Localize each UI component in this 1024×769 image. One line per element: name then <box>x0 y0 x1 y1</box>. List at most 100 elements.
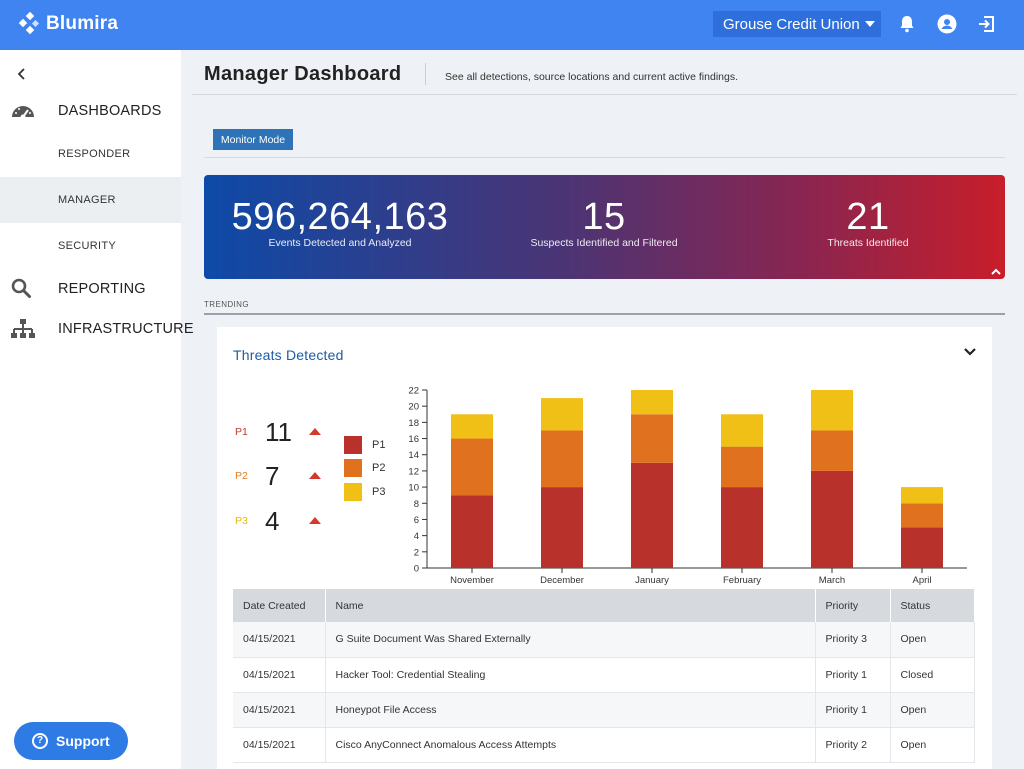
stat-value: 15 <box>582 196 626 238</box>
sidebar-item-label: MANAGER <box>58 194 116 206</box>
y-tick-label: 4 <box>414 531 419 542</box>
bar-p1 <box>631 462 673 568</box>
y-tick-label: 16 <box>408 434 419 445</box>
sidebar-section-dashboards[interactable]: DASHBOARDS <box>0 94 181 128</box>
cell-date: 04/15/2021 <box>233 727 326 763</box>
support-label: Support <box>56 733 110 749</box>
table-row[interactable]: 04/15/2021 G Suite Document Was Shared E… <box>233 622 975 658</box>
bar-p2 <box>631 414 673 463</box>
bell-icon[interactable] <box>897 14 917 34</box>
table-row[interactable]: 04/15/2021 Honeypot File Access Priority… <box>233 692 975 728</box>
table-row[interactable]: 04/15/2021 Hacker Tool: Credential Steal… <box>233 657 975 693</box>
sidebar-section-reporting[interactable]: REPORTING <box>0 272 181 306</box>
legend-item-p3: P3 <box>344 483 404 501</box>
cell-priority: Priority 1 <box>815 692 891 728</box>
brand-logo[interactable]: Blumira <box>18 11 118 37</box>
sidebar-item-security[interactable]: SECURITY <box>0 223 181 269</box>
bar-p1 <box>721 487 763 568</box>
table-header-row: Date Created Name Priority Status <box>233 589 975 622</box>
bar-p3 <box>631 390 673 415</box>
priority-label: P3 <box>235 515 248 527</box>
sidebar-item-label: SECURITY <box>58 240 117 252</box>
stat-suspects: 15 Suspects Identified and Filtered <box>504 195 704 249</box>
blumira-logo-icon <box>18 12 40 35</box>
brand-name: Blumira <box>46 13 119 34</box>
sidebar-item-manager[interactable]: MANAGER <box>0 177 181 223</box>
legend-item-p2: P2 <box>344 459 404 477</box>
x-tick-label: February <box>723 575 761 586</box>
x-tick-label: November <box>450 575 494 586</box>
priority-count: 11 <box>265 417 292 447</box>
bar-p3 <box>451 414 493 439</box>
stat-label: Events Detected and Analyzed <box>268 237 412 249</box>
stat-label: Threats Identified <box>827 237 909 249</box>
bar-p2 <box>541 430 583 488</box>
cell-date: 04/15/2021 <box>233 692 326 728</box>
trend-up-icon <box>309 517 321 524</box>
card-title: Threats Detected <box>233 347 344 363</box>
legend-swatch <box>344 483 362 501</box>
cell-priority: Priority 3 <box>815 622 891 658</box>
y-tick-label: 12 <box>408 466 419 477</box>
column-header-name[interactable]: Name <box>325 589 816 622</box>
cell-status: Closed <box>890 657 975 693</box>
x-tick-label: April <box>912 575 931 586</box>
x-tick-label: January <box>635 575 669 586</box>
cell-priority: Priority 1 <box>815 657 891 693</box>
bar-p2 <box>451 438 493 496</box>
gauge-icon <box>12 106 34 120</box>
bar-p3 <box>541 398 583 431</box>
y-tick-label: 20 <box>408 402 419 413</box>
y-tick-label: 6 <box>414 515 419 526</box>
column-header-status[interactable]: Status <box>890 589 975 622</box>
monitor-mode-button[interactable]: Monitor Mode <box>213 129 293 150</box>
cell-status: Open <box>890 727 975 763</box>
chevron-down-icon[interactable] <box>963 347 977 357</box>
org-selector[interactable]: Grouse Credit Union <box>713 11 881 37</box>
trend-up-icon <box>309 472 321 479</box>
help-icon: ? <box>32 733 48 749</box>
y-tick-label: 14 <box>408 450 419 461</box>
sidebar-section-infrastructure[interactable]: INFRASTRUCTURE <box>0 312 194 346</box>
logout-icon[interactable] <box>977 14 997 34</box>
y-tick-label: 2 <box>414 547 419 558</box>
y-tick-label: 18 <box>408 418 419 429</box>
bar-p3 <box>721 414 763 447</box>
priority-count: 4 <box>265 506 280 536</box>
page-subtitle: See all detections, source locations and… <box>445 71 739 83</box>
bar-p2 <box>721 446 763 488</box>
trend-up-icon <box>309 428 321 435</box>
threats-table: Date Created Name Priority Status 04/15/… <box>233 589 975 763</box>
sidebar-item-responder[interactable]: RESPONDER <box>0 131 181 177</box>
y-tick-label: 8 <box>414 499 419 510</box>
table-row[interactable]: 04/15/2021 Cisco AnyConnect Anomalous Ac… <box>233 727 975 763</box>
cell-name: Cisco AnyConnect Anomalous Access Attemp… <box>325 727 816 763</box>
top-bar: Blumira Grouse Credit Union <box>0 0 1024 50</box>
bar-p2 <box>901 503 943 528</box>
cell-name: Hacker Tool: Credential Stealing <box>325 657 816 693</box>
bar-p1 <box>901 527 943 568</box>
legend-swatch <box>344 436 362 454</box>
stat-value: 21 <box>846 196 890 238</box>
chevron-up-icon[interactable] <box>991 267 1001 275</box>
user-avatar-icon[interactable] <box>937 14 957 34</box>
stats-banner: 596,264,163 Events Detected and Analyzed… <box>204 175 1005 279</box>
y-tick-label: 22 <box>408 386 419 397</box>
cell-name: G Suite Document Was Shared Externally <box>325 622 816 658</box>
legend-label: P3 <box>372 486 386 498</box>
priority-row-p2: P2 7 <box>235 461 335 491</box>
divider <box>192 94 1017 95</box>
trending-label: TRENDING <box>204 300 249 309</box>
cell-name: Honeypot File Access <box>325 692 816 728</box>
org-selector-value: Grouse Credit Union <box>723 15 860 33</box>
title-divider <box>425 63 426 85</box>
network-icon <box>11 319 35 338</box>
support-button[interactable]: ? Support <box>14 722 128 760</box>
column-header-priority[interactable]: Priority <box>815 589 891 622</box>
cell-date: 04/15/2021 <box>233 622 326 658</box>
stat-threats: 21 Threats Identified <box>768 195 968 249</box>
chevron-left-icon[interactable] <box>14 66 28 82</box>
stat-events: 596,264,163 Events Detected and Analyzed <box>204 195 476 249</box>
column-header-date[interactable]: Date Created <box>233 589 326 622</box>
page-title: Manager Dashboard <box>204 63 402 85</box>
